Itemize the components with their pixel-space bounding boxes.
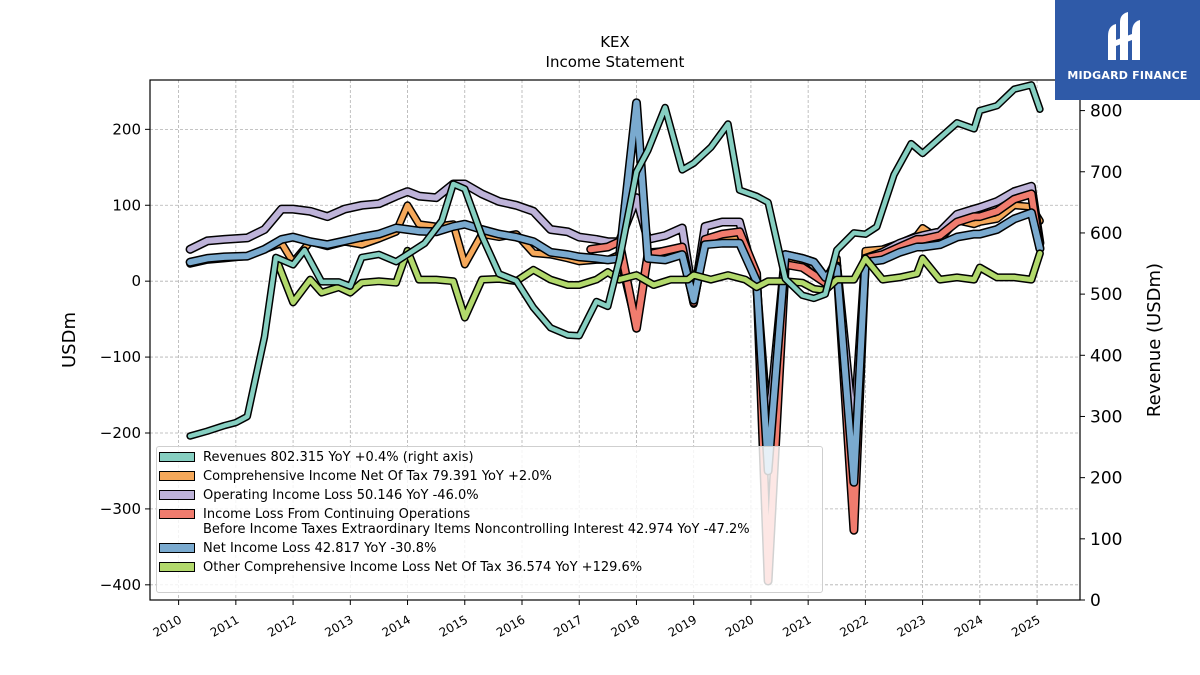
plot-frame — [149, 79, 1081, 601]
legend-label: Comprehensive Income Net Of Tax 79.391 Y… — [203, 469, 552, 484]
y-left-tick-label: 200 — [112, 120, 141, 138]
legend-label: Net Income Loss 42.817 YoY -30.8% — [203, 541, 437, 556]
logo-text: MIDGARD FINANCE — [1067, 69, 1188, 82]
x-tick-label: 2012 — [265, 612, 298, 639]
y-left-tick-label: −100 — [100, 348, 141, 366]
x-tick-label: 2023 — [895, 612, 928, 639]
logo-mark-icon — [1108, 12, 1140, 60]
legend-label: Other Comprehensive Income Loss Net Of T… — [203, 560, 643, 575]
y-axis-label-left: USDm — [59, 312, 80, 368]
legend-swatch — [159, 562, 195, 572]
y-right-tick-label: 100 — [1090, 530, 1122, 550]
legend-swatch — [159, 490, 195, 500]
legend-item-rev: Revenues 802.315 YoY +0.4% (right axis) — [159, 450, 822, 465]
y-right-tick-label: 0 — [1090, 591, 1101, 611]
y-right-tick-label: 400 — [1090, 346, 1122, 366]
series-line-rev — [187, 82, 1043, 439]
midgard-finance-logo: MIDGARD FINANCE — [1055, 0, 1200, 100]
legend-item-ocil: Other Comprehensive Income Loss Net Of T… — [159, 560, 822, 575]
chart-subtitle: Income Statement — [546, 53, 685, 71]
x-tick-label: 2016 — [494, 612, 527, 639]
series-layer — [185, 81, 1045, 586]
legend-label: Income Loss From Continuing Operations Be… — [203, 507, 750, 537]
series-line-ilco — [587, 190, 1043, 584]
legend-swatch — [159, 543, 195, 553]
y-right-tick-label: 700 — [1090, 163, 1122, 183]
x-tick-label: 2013 — [322, 612, 355, 639]
legend-item-nil: Net Income Loss 42.817 YoY -30.8% — [159, 541, 822, 556]
y-left-tick-label: 0 — [131, 272, 141, 290]
x-tick-label: 2022 — [837, 612, 870, 639]
chart-legend: Revenues 802.315 YoY +0.4% (right axis) C… — [156, 446, 823, 593]
y-right-tick-label: 600 — [1090, 224, 1122, 244]
x-tick-label: 2020 — [723, 612, 756, 639]
series-line-oil — [187, 181, 1043, 436]
legend-swatch — [159, 452, 195, 462]
x-tick-label: 2019 — [666, 612, 699, 639]
legend-label: Revenues 802.315 YoY +0.4% (right axis) — [203, 450, 474, 465]
y-right-tick-label: 300 — [1090, 407, 1122, 427]
x-tick-label: 2011 — [208, 612, 241, 639]
x-tick-label: 2015 — [437, 612, 470, 639]
x-tick-label: 2024 — [952, 612, 985, 639]
x-tick-label: 2018 — [609, 612, 642, 639]
y-right-tick-label: 800 — [1090, 102, 1122, 122]
y-right-tick-label: 500 — [1090, 285, 1122, 305]
legend-item-oil: Operating Income Loss 50.146 YoY -46.0% — [159, 488, 822, 503]
y-axis-label-right: Revenue (USDm) — [1144, 263, 1165, 417]
y-left-tick-label: −400 — [100, 576, 141, 594]
y-left-tick-label: 100 — [112, 196, 141, 214]
series-outline-oil — [185, 179, 1045, 438]
x-tick-label: 2014 — [380, 612, 413, 639]
series-line-nil — [187, 99, 1043, 486]
y-left-tick-label: −300 — [100, 500, 141, 518]
x-tick-label: 2010 — [151, 612, 184, 639]
legend-swatch — [159, 471, 195, 481]
legend-item-coi: Comprehensive Income Net Of Tax 79.391 Y… — [159, 469, 822, 484]
legend-item-ilco: Income Loss From Continuing Operations Be… — [159, 507, 822, 537]
series-line-ocil — [273, 248, 1043, 321]
legend-swatch — [159, 509, 195, 519]
x-tick-label: 2017 — [551, 612, 584, 639]
y-left-tick-label: −200 — [100, 424, 141, 442]
y-right-tick-label: 200 — [1090, 469, 1122, 489]
x-tick-label: 2025 — [1009, 612, 1042, 639]
x-tick-label: 2021 — [780, 612, 813, 639]
legend-label: Operating Income Loss 50.146 YoY -46.0% — [203, 488, 479, 503]
chart-title: KEX — [600, 33, 630, 51]
